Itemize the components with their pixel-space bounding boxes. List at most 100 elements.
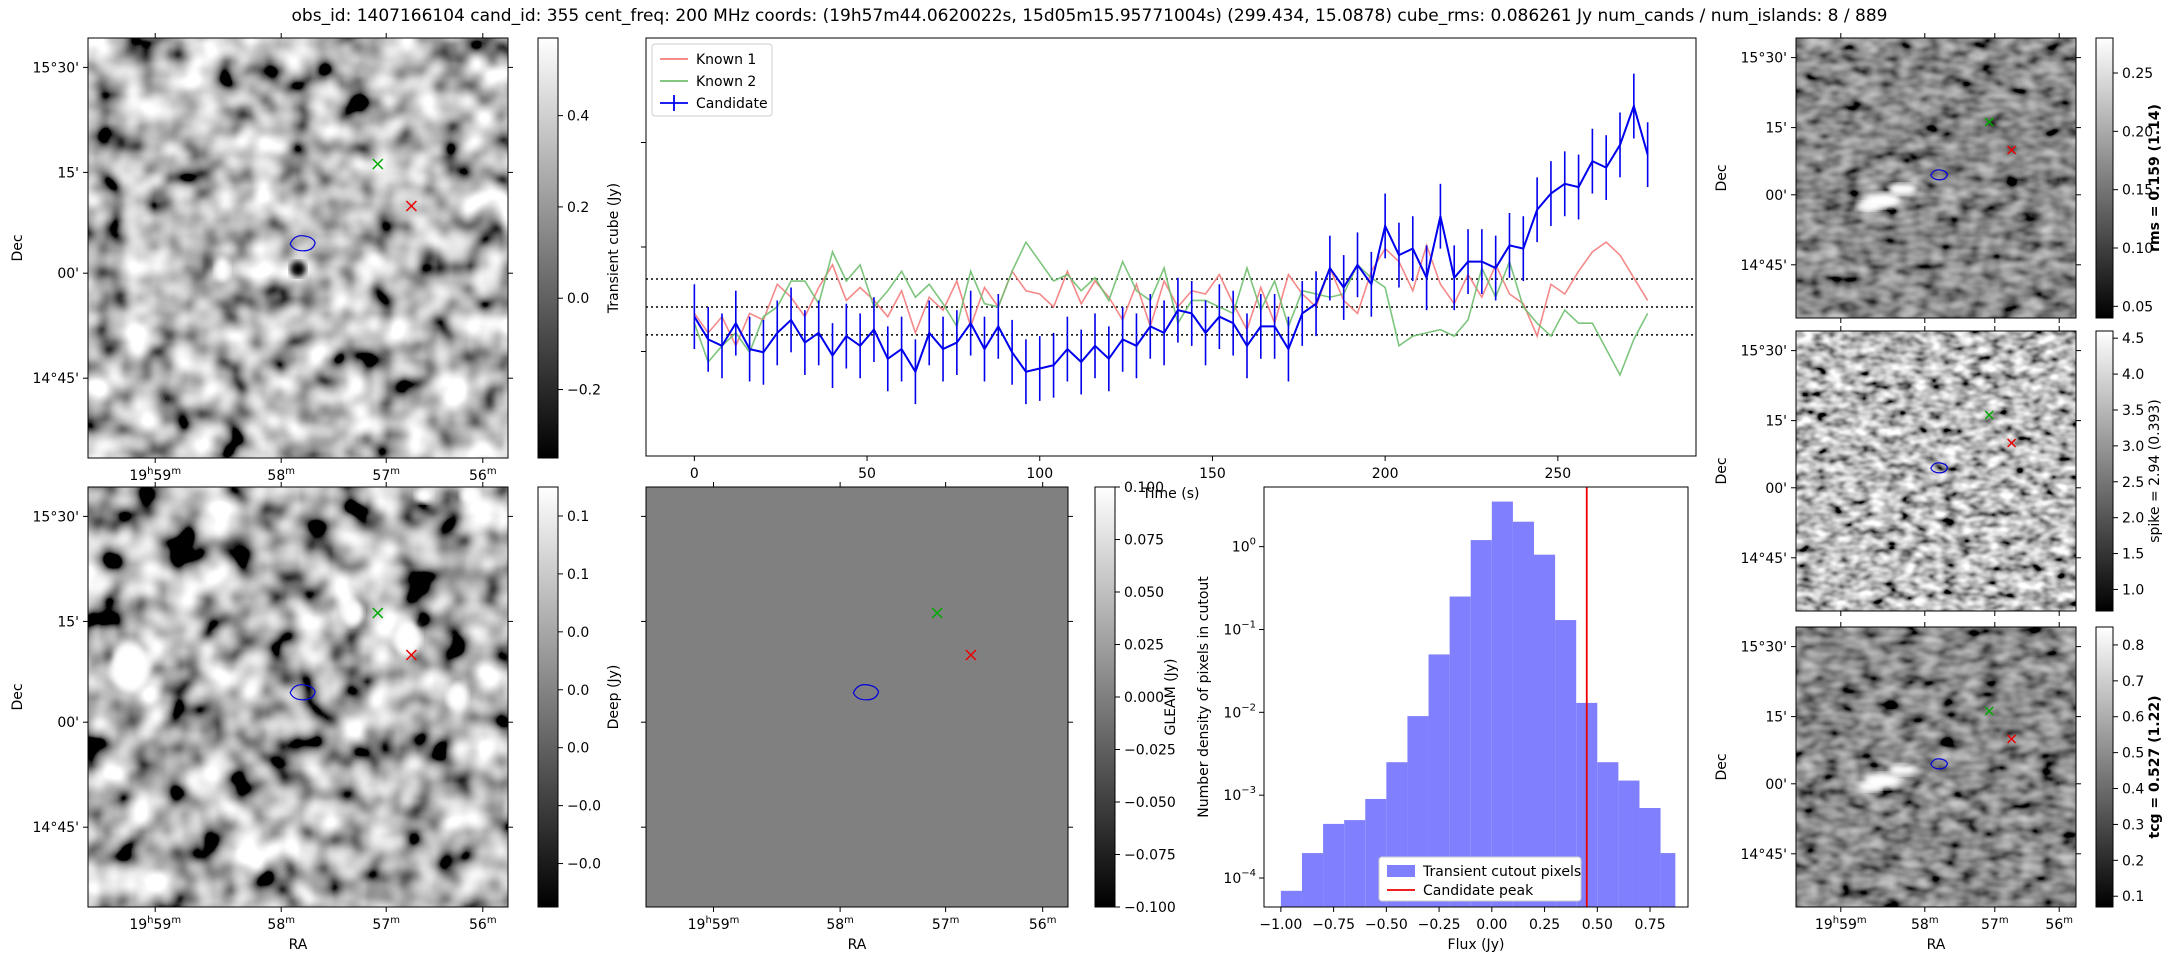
y-axis-label: Dec [10,234,26,261]
dec-tick-label: 15°30' [1741,344,1787,360]
colorbar-tick-label: 0.0 [567,291,589,307]
bright-source [393,619,422,658]
colorbar-tick-label: 0.000 [1124,690,1164,706]
x-tick-label: 50 [858,466,876,482]
legend-box [1378,856,1582,902]
legend-label: Transient cutout pixels [1422,864,1581,880]
legend-label: Candidate peak [1423,883,1534,899]
image-panel-transient_cube: 19h59m58m57m56mRA15°30'15'00'14°45'Dec0.… [10,33,622,504]
histogram-bar [1344,820,1366,907]
colorbar [537,37,559,459]
colorbar-tick-label: 0.0 [567,741,589,757]
colorbar [537,486,559,908]
known-source-marker-red [405,649,417,661]
histogram-bar [1660,853,1676,907]
bright-source [460,485,481,506]
candidate-contour [1930,462,1949,474]
y-tick-label: 10−3 [1223,785,1256,804]
image-panel-gleam: 19h59m 58m 57m 56m RA 0.100 0.075 0.050 0.025 0.0… [641,480,1179,953]
x-axis-label: RA [848,937,867,953]
colorbar-tick-label: 0.2 [567,200,589,216]
colorbar-tick-label: 4.5 [2122,331,2144,347]
known-source-marker-red [965,649,977,661]
bright-source [341,600,364,626]
y-tick-label: 10−1 [1223,619,1256,638]
known-source-marker-red [2007,438,2017,448]
series-line-known-2 [693,240,1649,377]
ra-tick-label: 19h59m [129,915,181,933]
colorbar-tick-label: 0.4 [2122,782,2144,798]
colorbar-tick-label: 4.0 [2122,367,2144,383]
ra-tick-label: 58m [267,466,295,484]
colorbar-tick-label: 0.075 [1124,533,1164,549]
candidate-contour [1930,169,1949,181]
x-tick-label: 0.50 [1582,917,1613,933]
y-tick-label: 100 [1232,537,1256,556]
ra-tick-label: 58m [826,915,854,933]
colorbar-tick-label: 0.20 [2122,124,2153,140]
axes-frame [1795,37,2077,319]
x-tick-label: −0.75 [1312,917,1355,933]
known-source-marker-red [2007,734,2017,744]
sky-image [88,487,508,907]
x-tick-label: 0.00 [1476,917,1507,933]
legend-label: Candidate [696,96,768,112]
ra-tick-label: 57m [932,915,960,933]
colorbar-label: rms = 0.159 (1.14) [2147,104,2163,252]
candidate-contour [289,235,316,252]
bright-source [1888,763,1917,776]
candidate-contour [1930,758,1949,770]
x-axis-label: RA [1927,937,1946,953]
histogram-bar [1323,823,1345,907]
x-tick-label: 100 [1026,466,1053,482]
histogram-bar [1512,521,1535,907]
dec-tick-label: 15°30' [1741,51,1787,67]
known-source-marker-green [931,607,943,619]
x-tick-label: 0.75 [1634,917,1665,933]
colorbar [2095,330,2114,612]
colorbar-tick-label: 0.5 [2122,746,2144,762]
x-tick-label: −0.50 [1365,917,1408,933]
axes-frame [87,486,509,908]
axes-frame [1263,486,1689,908]
histogram-bar [1534,554,1556,907]
colorbar-tick-label: 0.05 [2122,299,2153,315]
axes-frame [1795,330,2077,612]
histogram-bar [1597,762,1619,907]
dec-tick-label: 00' [1765,188,1787,204]
known-source-marker-green [372,158,384,170]
figure-title: obs_id: 1407166104 cand_id: 355 cent_fre… [291,6,1888,26]
x-axis-label: Time (s) [1142,486,1200,502]
x-tick-label: 200 [1372,466,1399,482]
ra-tick-label: 56m [469,466,497,484]
colorbar-tick-label: 0.1 [2122,889,2144,905]
x-tick-label: −1.00 [1259,917,1302,933]
y-tick-label: 10−4 [1223,868,1256,887]
dec-tick-label: 14°45' [1741,551,1787,567]
colorbar-tick-label: 0.3 [2122,817,2144,833]
sky-image [1796,331,2076,611]
x-tick-label: 0.25 [1529,917,1560,933]
histogram-chart: −1.00 −0.75 −0.50 −0.25 0.00 0.25 0.50 0.75 100 1… [1196,486,1689,953]
known-source-marker-green [1984,410,1994,420]
ra-tick-label: 57m [372,915,400,933]
image-panel-tcg: 19h59m 58m 57m 56m RA 15°30' 15' 00' 14°45' Dec 0.… [1714,622,2163,953]
colorbar-label: Deep (Jy) [606,665,622,730]
colorbar-tick-label: −0.0 [567,857,601,873]
x-tick-label: 250 [1544,466,1571,482]
dec-tick-label: 14°45' [1741,258,1787,274]
colorbar-tick-label: −0.050 [1124,795,1176,811]
y-axis-label: Dec [1714,457,1730,484]
colorbar-tick-label: 0.10 [2122,241,2153,257]
colorbar-tick-label: 0.15 [2122,183,2153,199]
ra-tick-label: 57m [372,466,400,484]
lightcurve-chart: 0 50 100 150 200 250 Time (s) Known 1 Known 2 Can… [641,37,1697,502]
colorbar-tick-label: 2.0 [2122,511,2144,527]
dec-tick-label: 15°30' [1741,640,1787,656]
colorbar [1094,486,1116,908]
histogram-bar [1618,780,1640,907]
y-axis-label: Number density of pixels in cutout [1196,576,1212,818]
colorbar-tick-label: 0.8 [2122,638,2144,654]
y-axis-label: Dec [1714,753,1730,780]
image-panel-deep: 19h59m 58m 57m 56m RA 15°30' 15' 00' 14°45' Dec 0.… [10,482,622,953]
